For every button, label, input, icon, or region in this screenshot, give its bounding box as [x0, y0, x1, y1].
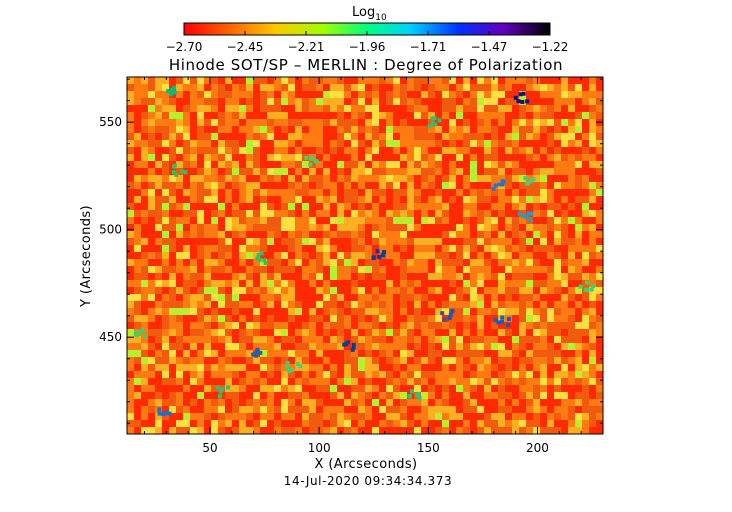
colorbar-tick-label: −2.45 — [227, 40, 264, 54]
colorbar-tick-label: −1.71 — [410, 40, 447, 54]
x-tick-label: 200 — [526, 441, 549, 455]
y-axis-ticks: 450 500 550 — [99, 78, 603, 424]
colorbar-tick-label: −1.47 — [471, 40, 508, 54]
colorbar-tick-label: −2.21 — [288, 40, 325, 54]
colorbar-ticks: −2.70 −2.45 −2.21 −1.96 −1.71 −1.47 −1.22 — [166, 31, 569, 54]
y-axis-label: Y (Arcseconds) — [79, 205, 94, 308]
y-tick-label: 500 — [99, 223, 122, 237]
colorbar-tick-label: −1.96 — [349, 40, 386, 54]
x-tick-label: 50 — [202, 441, 217, 455]
plot-frame — [126, 76, 604, 435]
polarization-map — [127, 77, 603, 434]
x-axis-ticks: 50 100 150 200 — [143, 77, 604, 455]
plot-title: Hinode SOT/SP – MERLIN : Degree of Polar… — [169, 56, 563, 74]
x-axis-label: X (Arcseconds) — [314, 457, 417, 472]
timestamp: 14-Jul-2020 09:34:34.373 — [284, 474, 452, 488]
colorbar: Log10 −2.70 −2.45 −2.21 −1.96 −1.71 −1.47 −1.2… — [166, 5, 569, 54]
x-tick-label: 100 — [308, 441, 331, 455]
colorbar-label: Log10 — [352, 5, 387, 23]
y-tick-label: 450 — [99, 330, 122, 344]
y-tick-label: 550 — [99, 115, 122, 129]
x-tick-label: 150 — [417, 441, 440, 455]
colorbar-tick-label: −2.70 — [166, 40, 203, 54]
colorbar-tick-label: −1.22 — [532, 40, 569, 54]
